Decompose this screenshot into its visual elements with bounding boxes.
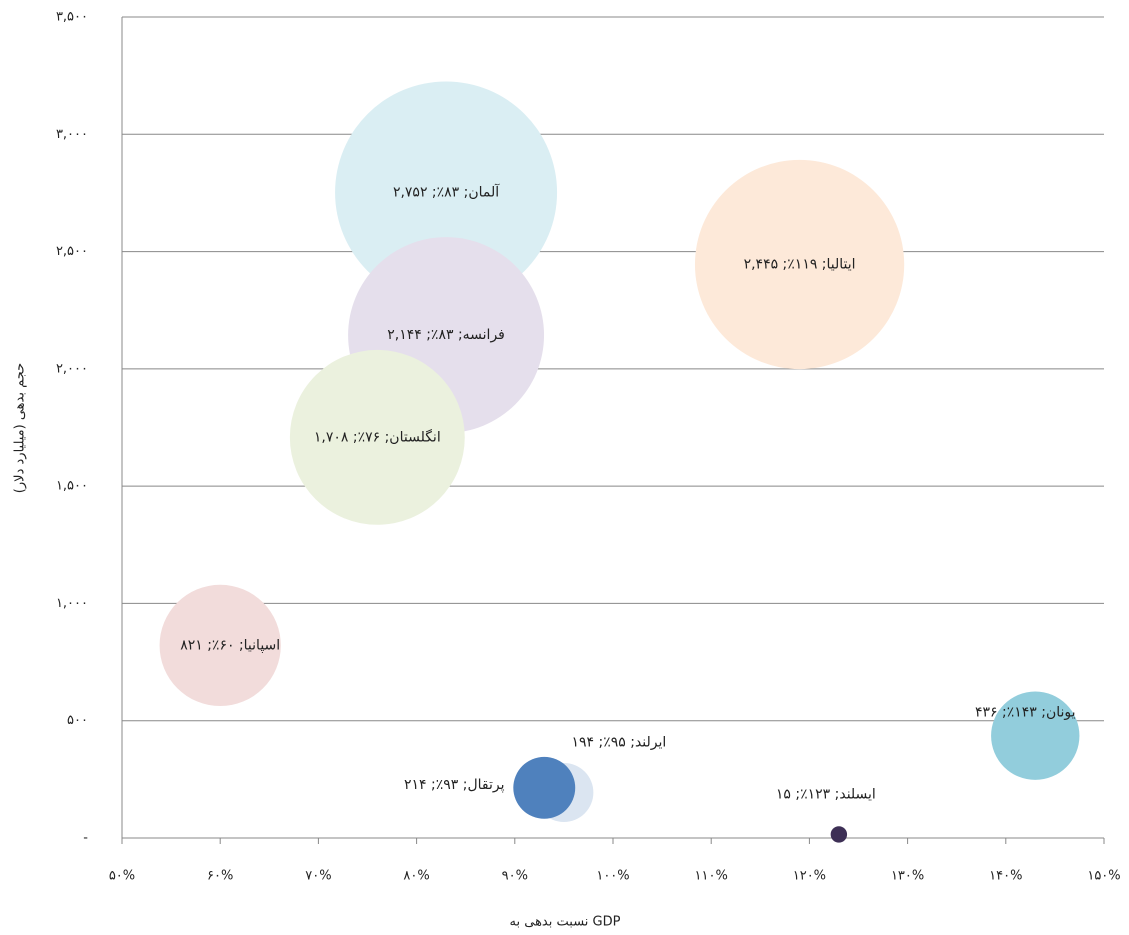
bubble — [335, 81, 558, 304]
bubble — [159, 584, 281, 707]
y-tick-label: ۳,۵۰۰ — [56, 10, 88, 25]
bubble — [694, 159, 905, 370]
y-tick-label: - — [83, 831, 88, 846]
bubble — [991, 691, 1080, 780]
x-tick-label: ۷۰% — [305, 869, 331, 884]
x-tick-label: ۸۰% — [403, 869, 429, 884]
data-label: پرتقال; ۹۳٪; ۲۱۴ — [404, 777, 505, 793]
x-tick-label: ۵۰% — [109, 869, 135, 884]
data-label: یونان; ۱۴۳٪; ۴۳۶ — [975, 705, 1076, 721]
bubble — [513, 756, 576, 819]
data-label: ایسلند; ۱۲۳٪; ۱۵ — [776, 786, 876, 802]
bubble — [289, 349, 465, 525]
y-tick-label: ۱,۵۰۰ — [56, 479, 88, 494]
data-label: ایتالیا; ۱۱۹٪; ۲,۴۴۵ — [744, 256, 856, 272]
y-tick-label: ۳,۰۰۰ — [56, 127, 88, 142]
x-tick-label: ۱۲۰% — [793, 869, 826, 884]
y-tick-label: ۱,۰۰۰ — [56, 596, 88, 611]
x-tick-label: ۹۰% — [502, 869, 528, 884]
x-tick-label: ۱۱۰% — [695, 869, 728, 884]
data-label: فرانسه; ۸۳٪; ۲,۱۴۴ — [387, 327, 505, 343]
x-tick-label: ۱۴۰% — [989, 869, 1022, 884]
x-axis-title: نسبت بدهی به GDP — [510, 915, 621, 930]
x-tick-label: ۱۵۰% — [1087, 869, 1120, 884]
y-tick-label: ۲,۰۰۰ — [56, 361, 88, 376]
y-tick-label: ۲,۵۰۰ — [56, 244, 88, 259]
y-tick-label: ۵۰۰ — [67, 713, 88, 728]
y-axis-title: حجم بدهی (میلیارد دلار) — [13, 363, 28, 493]
bubble — [830, 826, 848, 843]
data-label: آلمان; ۸۳٪; ۲,۷۵۲ — [393, 183, 500, 200]
data-label: ایرلند; ۹۵٪; ۱۹۴ — [571, 734, 666, 750]
x-tick-label: ۱۰۰% — [596, 869, 629, 884]
x-tick-label: ۶۰% — [207, 869, 233, 884]
data-label: انگلستان; ۷۶٪; ۱,۷۰۸ — [314, 428, 441, 445]
x-tick-label: ۱۳۰% — [891, 869, 924, 884]
data-label: اسپانیا; ۶۰٪; ۸۲۱ — [180, 637, 280, 653]
